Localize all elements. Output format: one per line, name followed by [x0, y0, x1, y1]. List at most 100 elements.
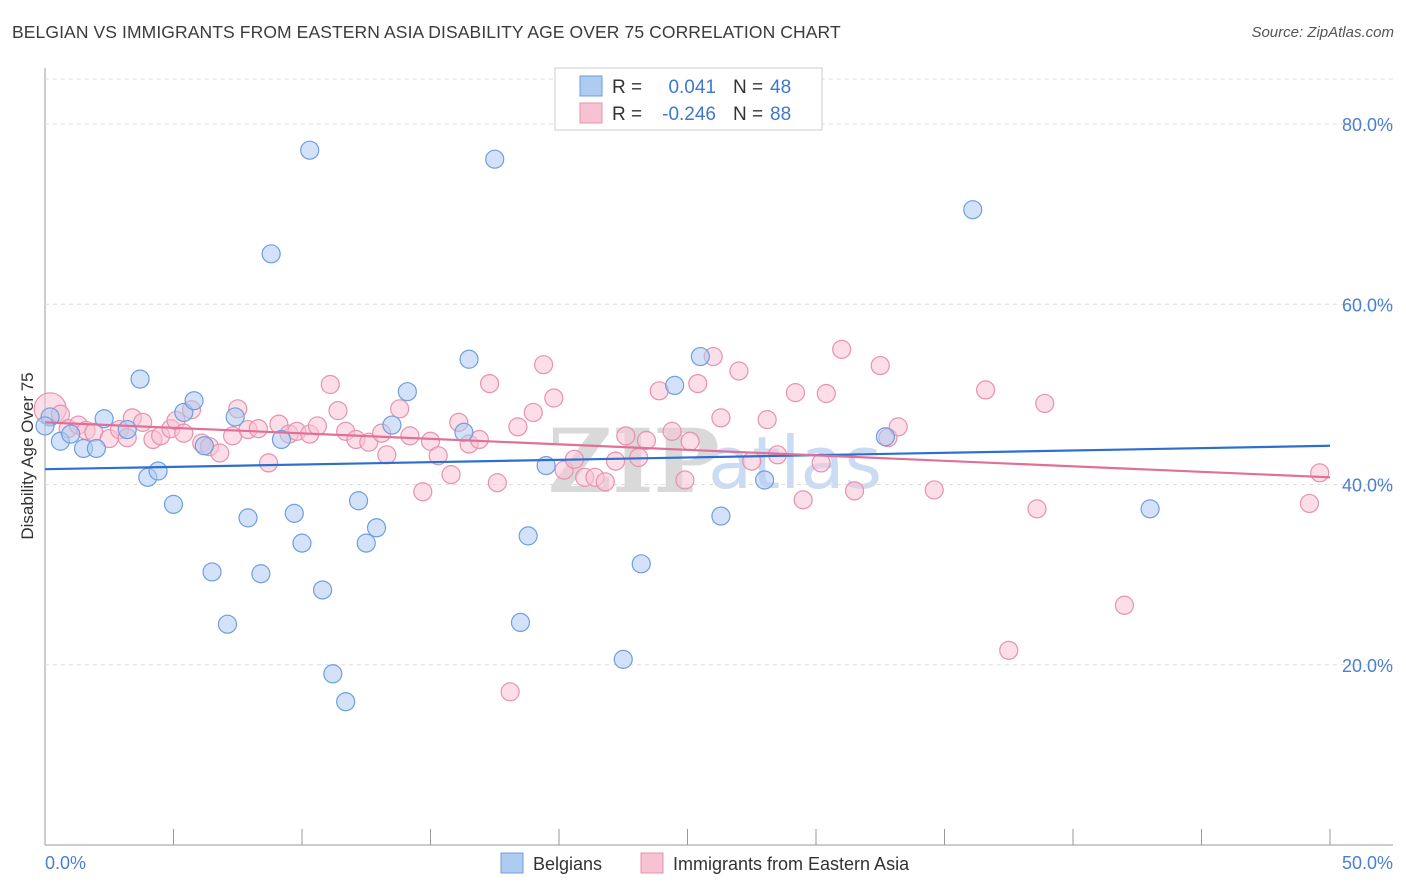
asia-point [1114, 595, 1135, 615]
x-ticks [44, 829, 1331, 845]
legend-label-asia: Immigrants from Eastern Asia [673, 854, 910, 874]
asia-point [832, 339, 852, 359]
asia-point [248, 419, 268, 439]
asia-point [595, 472, 615, 492]
asia-point [500, 682, 520, 702]
belgian-point [754, 470, 775, 490]
belgian-point [202, 562, 222, 582]
belgian-point [348, 491, 369, 511]
belgian-point [238, 508, 258, 528]
belgian-point [117, 419, 137, 440]
asia-point [976, 380, 996, 400]
y-tick-label: 80.0% [1342, 115, 1393, 135]
asia-point [1299, 493, 1320, 514]
legend-n-label-asia: N = [733, 104, 763, 125]
asia-point [870, 355, 890, 376]
asia-point [480, 373, 500, 394]
asia-point [844, 481, 865, 501]
belgian-point [148, 461, 168, 481]
belgian-point [35, 416, 55, 436]
y-axis-label: Disability Age Over 75 [18, 372, 37, 539]
chart-title: BELGIAN VS IMMIGRANTS FROM EASTERN ASIA … [12, 22, 841, 42]
asia-points [33, 339, 1330, 702]
belgian-point [184, 391, 204, 411]
legend-r-value-asia: -0.246 [662, 104, 716, 125]
asia-point [487, 473, 507, 493]
asia-point [328, 401, 348, 421]
asia-point [616, 426, 636, 446]
asia-point [999, 640, 1019, 660]
asia-point [307, 416, 328, 436]
x-tick-label-max: 50.0% [1342, 853, 1393, 873]
belgian-points [35, 140, 1160, 712]
y-tick-label: 20.0% [1342, 656, 1393, 676]
asia-trend-line [44, 421, 1331, 479]
asia-point [508, 417, 528, 437]
asia-point [742, 451, 762, 471]
asia-point [680, 431, 700, 451]
grid-lines [45, 78, 1393, 666]
asia-point [258, 453, 279, 473]
legend-r-label-asia: R = [612, 104, 642, 125]
belgian-point [665, 375, 685, 395]
asia-point [785, 383, 806, 403]
belgian-point [130, 369, 150, 389]
belgian-point [485, 149, 505, 169]
asia-point [523, 402, 543, 423]
asia-point [729, 361, 749, 381]
legend-swatch-belgians-bottom [500, 852, 524, 874]
belgian-point [631, 554, 651, 574]
trend-lines [44, 421, 1331, 479]
asia-point [1035, 393, 1055, 414]
asia-point [377, 445, 397, 465]
asia-point [662, 421, 682, 441]
belgian-point [356, 533, 376, 553]
belgian-point [86, 438, 107, 459]
belgian-point [963, 200, 983, 220]
asia-point [441, 465, 461, 485]
belgian-point [271, 429, 292, 450]
asia-point [544, 388, 564, 408]
asia-point [533, 355, 554, 375]
belgian-point [459, 349, 479, 369]
belgian-point [690, 346, 710, 367]
belgian-point [312, 580, 333, 600]
asia-point [605, 451, 626, 471]
asia-point [816, 383, 836, 404]
asia-point [757, 410, 777, 430]
belgian-point [292, 533, 312, 553]
asia-point [793, 490, 813, 510]
asia-point [675, 470, 695, 490]
asia-point [688, 373, 708, 394]
belgian-point [613, 649, 633, 669]
belgian-point [1140, 499, 1160, 519]
belgians-trend-line [44, 444, 1331, 471]
asia-point [1310, 463, 1330, 483]
correlation-legend: R = 0.041 N = 48 R = -0.246 N = 88 [554, 67, 823, 131]
asia-point [636, 430, 656, 450]
belgian-point [323, 664, 343, 684]
belgian-point [61, 424, 81, 444]
source-label: Source: ZipAtlas.com [1251, 24, 1394, 41]
series-legend: Belgians Immigrants from Eastern Asia [500, 852, 910, 874]
asia-point [711, 408, 731, 428]
belgian-point [94, 409, 114, 429]
asia-point [174, 423, 194, 443]
legend-r-value-belgians: 0.041 [668, 77, 716, 98]
y-tick-label: 60.0% [1342, 295, 1393, 315]
legend-n-value-asia: 88 [770, 104, 791, 125]
asia-point [320, 374, 340, 395]
belgian-point [300, 140, 320, 160]
legend-swatch-belgians [579, 75, 603, 97]
asia-point [428, 446, 448, 466]
asia-point [1027, 499, 1047, 519]
y-tick-label: 40.0% [1342, 476, 1393, 496]
belgian-point [382, 415, 402, 435]
y-tick-labels: 20.0% 40.0% 60.0% 80.0% [1342, 115, 1393, 676]
belgian-point [194, 436, 214, 456]
asia-point [924, 480, 944, 500]
belgian-point [163, 494, 184, 514]
belgian-point [336, 692, 356, 712]
belgian-point [225, 407, 245, 427]
